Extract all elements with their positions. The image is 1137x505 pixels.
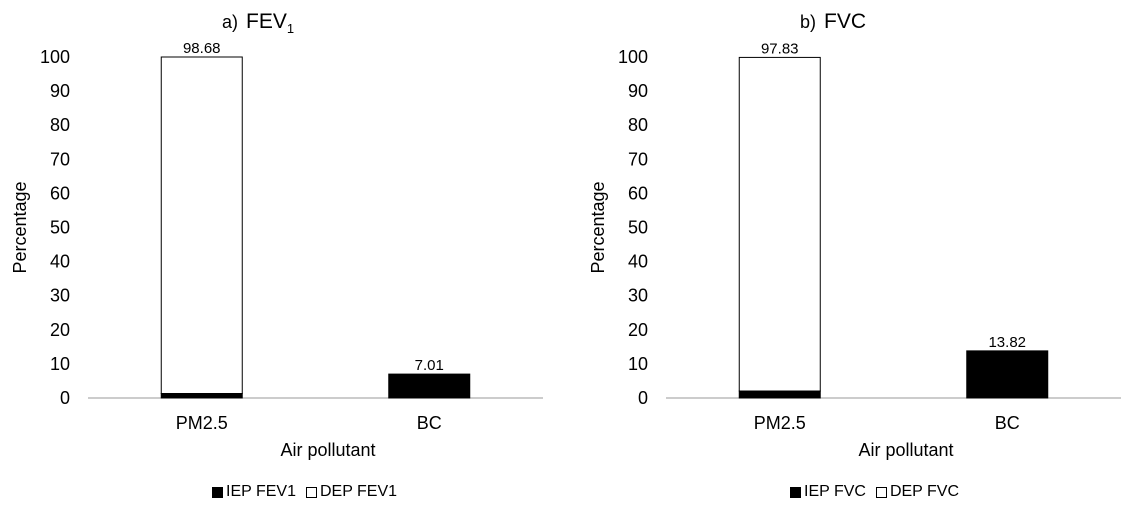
y-tick-label: 70: [628, 149, 648, 169]
title-main: FVC: [824, 10, 867, 33]
bar-segment: [966, 350, 1049, 399]
bar-segment: [160, 56, 243, 394]
chart-panel-fvc: b)FVC Percentage01020304050607080901002.…: [578, 0, 1137, 505]
bar-segment: [388, 373, 471, 399]
legend-label-iep: IEP FVC: [804, 483, 866, 500]
y-tick-label: 20: [50, 320, 70, 340]
y-tick-label: 50: [50, 218, 70, 238]
data-label: 98.68: [183, 40, 221, 57]
legend-label-dep: DEP FVC: [889, 483, 960, 500]
x-tick-label: PM2.5: [176, 413, 228, 433]
chart-panel-fev1: a) FEV1 Percentage 0 10 20 30 40 50 60 70 80 90 100 1…: [0, 0, 560, 505]
bar-segment: [160, 392, 243, 399]
title-subscript: 1: [286, 21, 295, 37]
legend-label-iep: IEP FEV1: [226, 483, 296, 500]
legend-item-iep: IEP FEV1: [212, 483, 296, 501]
legend: IEP FVC DEP FVC: [790, 483, 965, 501]
y-tick-label: 10: [50, 354, 70, 374]
y-tick-label: 50: [628, 218, 648, 238]
x-axis-label: Air pollutant: [280, 440, 376, 460]
y-tick-label: 80: [50, 115, 70, 135]
data-label: 7.01: [415, 357, 444, 374]
legend-item-iep: IEP FVC: [790, 483, 866, 501]
chart-title: a) FEV1: [222, 10, 294, 36]
data-label: 97.83: [761, 40, 799, 57]
bar-segment: [738, 390, 821, 399]
bar-segment: [738, 56, 821, 392]
title-main: FEV: [246, 10, 287, 33]
y-tick-label: 30: [628, 286, 648, 306]
legend-item-dep: DEP FVC: [875, 483, 960, 501]
y-tick-label: 80: [628, 115, 648, 135]
bar-chart-fvc: Percentage01020304050607080901002.0597.8…: [588, 40, 1121, 433]
y-tick-label: 40: [50, 252, 70, 272]
y-tick-label: 30: [50, 286, 70, 306]
y-tick-label: 0: [60, 388, 70, 408]
y-tick-label: 60: [628, 183, 648, 203]
y-tick-label: 0: [638, 388, 648, 408]
bar-chart-fev1: Percentage01020304050607080901001.3298.6…: [10, 40, 543, 433]
legend-swatch-white: [305, 486, 317, 498]
chart-title: b) FVC: [800, 10, 866, 36]
y-tick-label: 90: [50, 81, 70, 101]
x-tick-label: BC: [995, 413, 1020, 433]
title-prefix: b): [800, 12, 817, 32]
y-tick-label: 60: [50, 183, 70, 203]
y-tick-label: 40: [628, 252, 648, 272]
y-tick-label: 70: [50, 149, 70, 169]
y-tick-label: 20: [628, 320, 648, 340]
y-axis-label: Percentage: [588, 181, 608, 273]
legend-swatch-black: [212, 486, 223, 498]
x-tick-label: BC: [417, 413, 442, 433]
title-prefix: a): [222, 12, 239, 32]
x-tick-label: PM2.5: [754, 413, 806, 433]
y-tick-label: 90: [628, 81, 648, 101]
legend-label-dep: DEP FEV1: [319, 483, 398, 500]
y-tick-label: 10: [628, 354, 648, 374]
y-axis-label: Percentage: [10, 181, 30, 273]
data-label: 13.82: [988, 334, 1026, 351]
legend-swatch-white: [875, 486, 887, 498]
y-tick-label: 100: [40, 47, 70, 67]
legend-swatch-black: [790, 486, 801, 498]
legend-item-dep: DEP FEV1: [305, 483, 398, 501]
legend: IEP FEV1 DEP FEV1: [212, 483, 403, 501]
y-tick-label: 100: [618, 47, 648, 67]
x-axis-label: Air pollutant: [858, 440, 954, 460]
